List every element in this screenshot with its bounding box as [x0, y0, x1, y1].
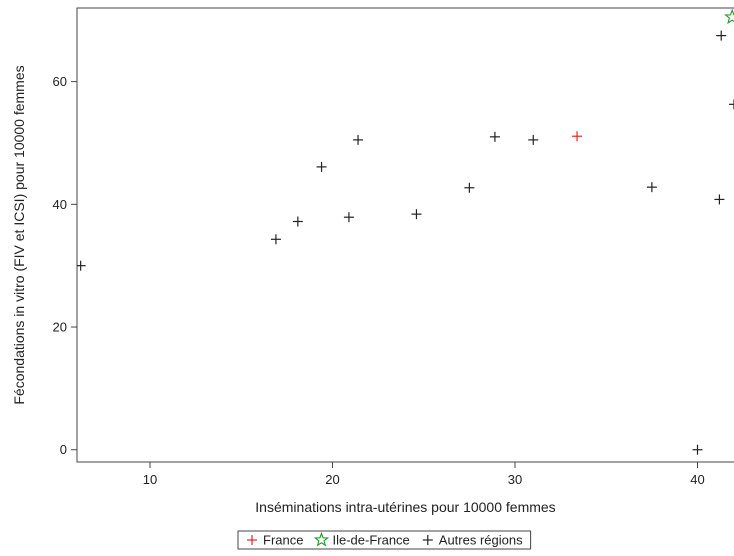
data-point-autres-r-gions — [464, 182, 475, 193]
legend-item-autres-r-gions: Autres régions — [422, 533, 523, 548]
data-point-france — [572, 131, 583, 142]
y-tick-label: 60 — [53, 74, 67, 89]
data-point-autres-r-gions — [411, 209, 422, 220]
data-point-autres-r-gions — [353, 134, 364, 145]
data-point-autres-r-gions — [292, 216, 303, 227]
data-point-autres-r-gions — [77, 260, 86, 271]
legend-marker — [422, 535, 433, 545]
data-point-autres-r-gions — [646, 182, 657, 193]
legend: France Ile-de-France Autres régions — [237, 530, 532, 550]
legend-item-ile-de-france: Ile-de-France — [313, 531, 410, 548]
data-point-autres-r-gions — [316, 161, 327, 172]
x-tick-label: 10 — [143, 472, 157, 487]
data-point-ile-de-france — [724, 8, 734, 25]
x-tick-label: 30 — [508, 472, 522, 487]
legend-marker — [313, 531, 330, 547]
data-point-autres-r-gions — [714, 194, 725, 205]
x-axis-title: Inséminations intra-utérines pour 10000 … — [255, 499, 555, 515]
x-tick-label: 40 — [690, 472, 704, 487]
data-point-autres-r-gions — [343, 212, 354, 223]
legend-label: Ile-de-France — [332, 533, 409, 548]
legend-marker — [247, 535, 257, 545]
legend-item-france: France — [247, 533, 303, 548]
data-point-autres-r-gions — [692, 444, 703, 455]
data-point-autres-r-gions — [270, 234, 281, 245]
data-point-autres-r-gions — [489, 131, 500, 142]
legend-box — [237, 530, 532, 550]
data-point-autres-r-gions — [716, 30, 727, 41]
data-point-autres-r-gions — [528, 134, 539, 145]
y-axis-title: Fécondations in vitro (FIV et ICSI) pour… — [11, 65, 27, 404]
y-tick-label: 0 — [60, 442, 67, 457]
y-tick-label: 20 — [53, 320, 67, 335]
x-tick-label: 20 — [325, 472, 339, 487]
data-points — [77, 8, 734, 455]
axis-ticks: 10 20 30 40 0 20 40 60 — [53, 74, 705, 487]
plot-area-frame — [76, 7, 734, 463]
data-point-autres-r-gions — [729, 99, 734, 110]
y-tick-label: 40 — [53, 197, 67, 212]
legend-label: France — [263, 533, 303, 548]
legend-label: Autres régions — [439, 533, 523, 548]
